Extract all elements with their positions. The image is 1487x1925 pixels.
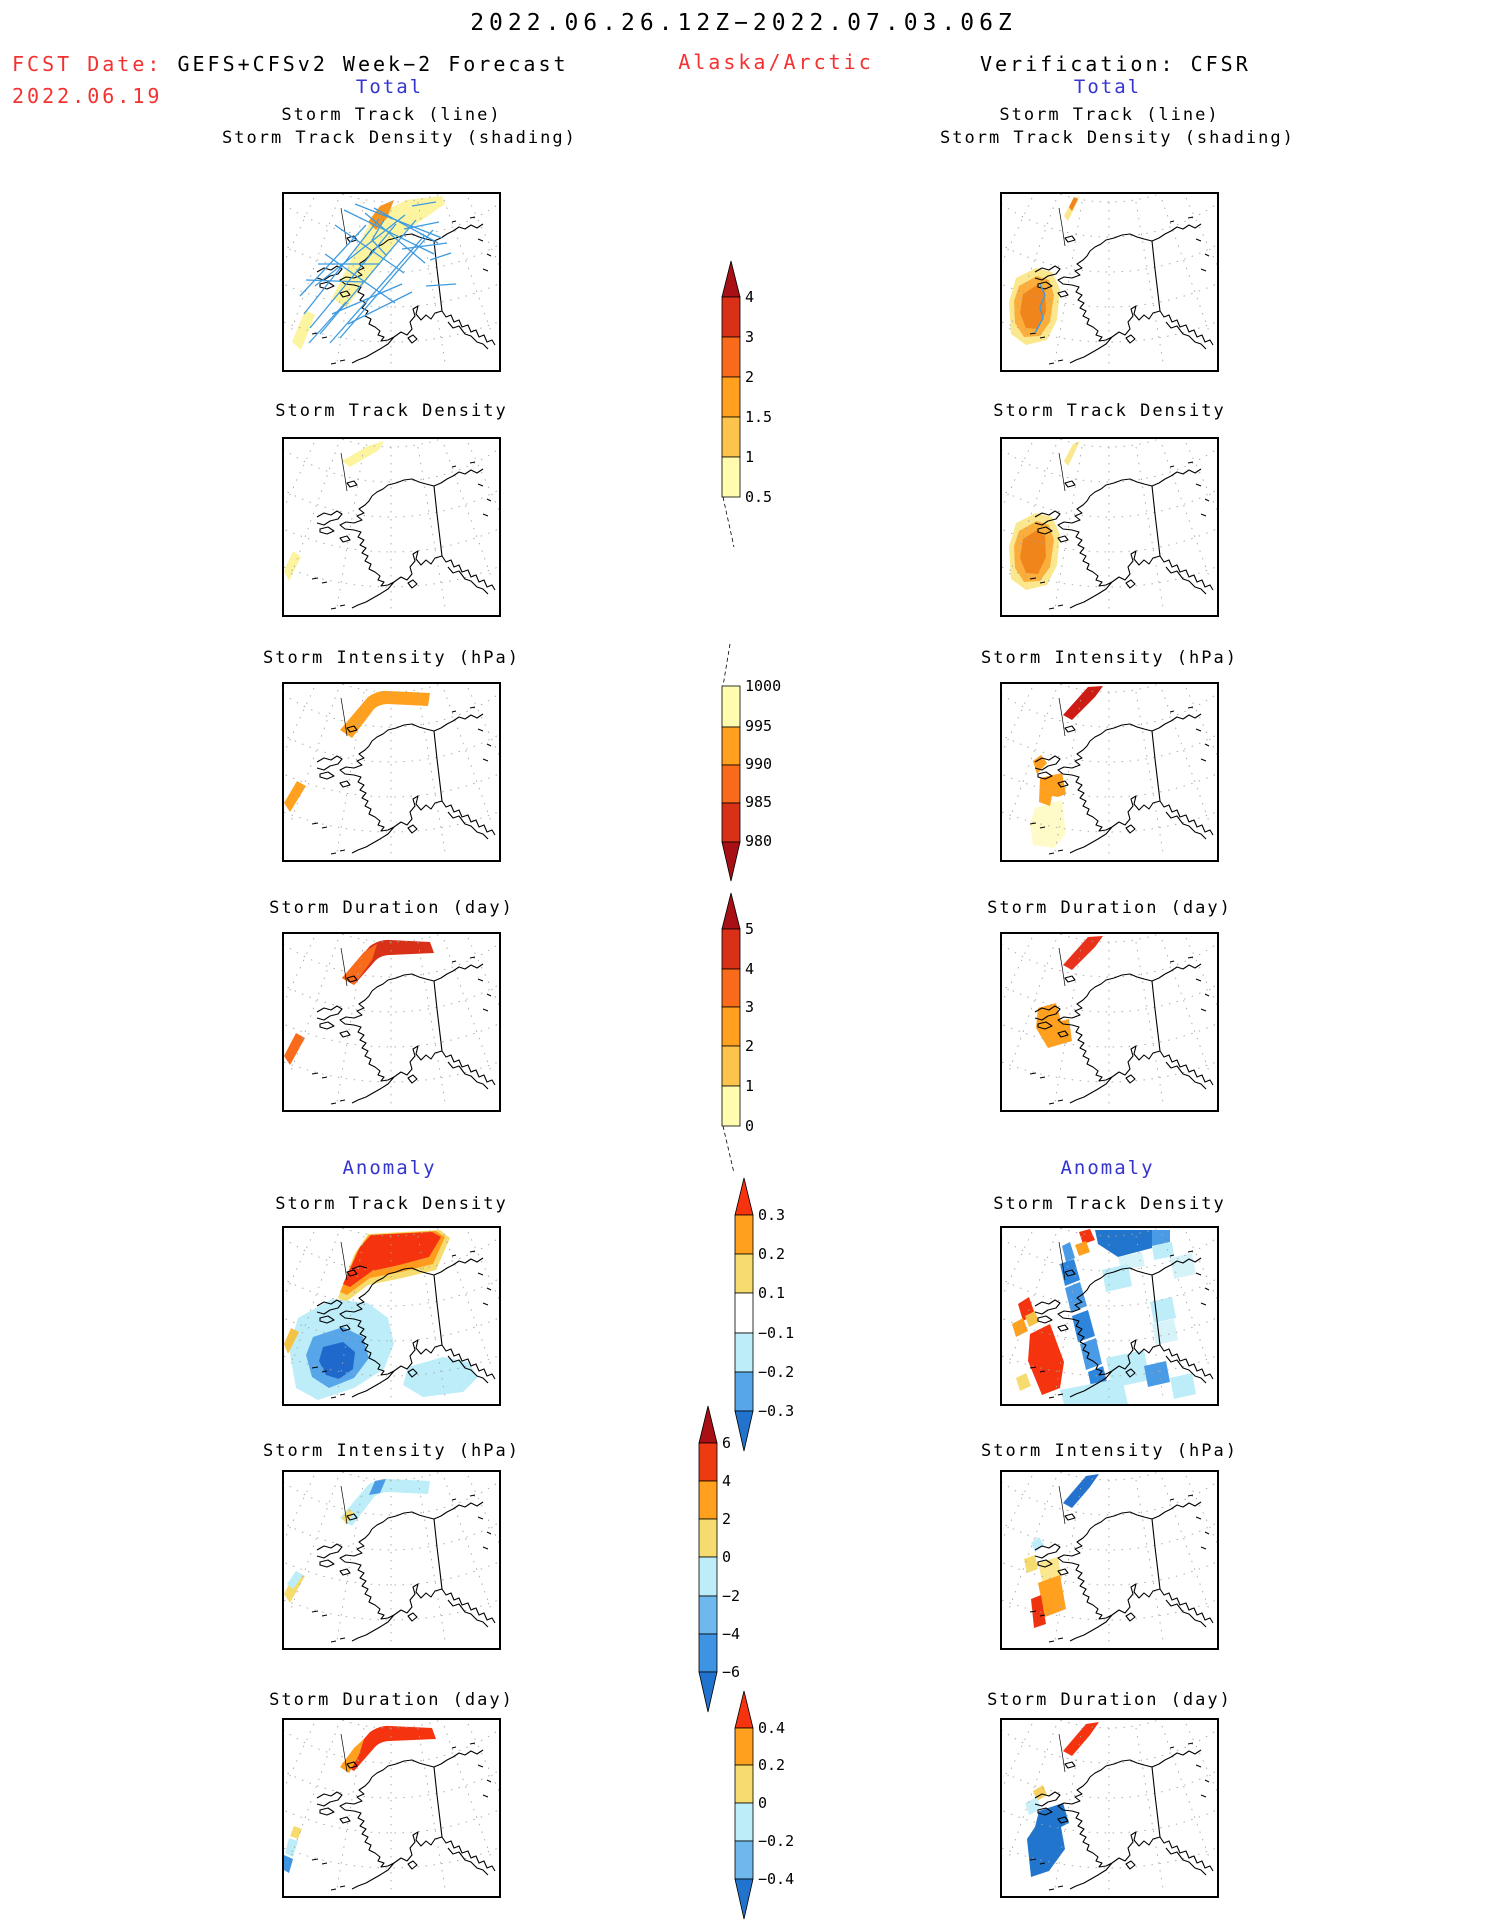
tick-label: 0.3: [758, 1206, 785, 1224]
tick-label: −0.2: [758, 1832, 794, 1850]
map-verif-duration-anomaly: [1000, 1718, 1219, 1898]
total-right-label: Total: [1073, 76, 1142, 98]
tick-label: −0.1: [758, 1324, 794, 1342]
page-title: 2022.06.26.12Z−2022.07.03.06Z: [470, 10, 1017, 36]
tick-label: 0: [745, 1117, 754, 1135]
verification-label: Verification: CFSR: [980, 52, 1251, 76]
tick-label: 0.1: [758, 1284, 785, 1302]
tick-label: 4: [722, 1472, 731, 1490]
map-verif-storm-track: [1000, 192, 1219, 372]
colorbar-intensity: 1000 995 990 985 980: [721, 643, 781, 882]
map-title-verif-duration: Storm Duration (day): [987, 898, 1232, 918]
map-fcst-intensity: [282, 682, 501, 862]
colorbar-duration-anomaly: 0.4 0.2 0 −0.2 −0.4: [734, 1690, 794, 1920]
tick-label: 980: [745, 832, 772, 850]
tick-label: 990: [745, 755, 772, 773]
map-fcst-intensity-anomaly: [282, 1470, 501, 1650]
map-verif-intensity: [1000, 682, 1219, 862]
map-title-fcst-density-anom: Storm Track Density: [275, 1194, 508, 1214]
tick-label: −2: [722, 1587, 740, 1605]
tick-label: 2: [745, 1037, 754, 1055]
tick-label: −0.2: [758, 1363, 794, 1381]
map-title-fcst-density: Storm Track Density: [275, 401, 508, 421]
tick-label: 5: [745, 920, 754, 938]
map-title-verif-track-line: Storm Track (line): [999, 105, 1220, 125]
tick-label: 6: [722, 1434, 731, 1452]
tick-label: 3: [745, 998, 754, 1016]
map-fcst-density-anomaly: [282, 1226, 501, 1406]
tick-label: 4: [745, 960, 754, 978]
map-verif-duration: [1000, 932, 1219, 1112]
map-title-fcst-duration-anom: Storm Duration (day): [269, 1690, 514, 1710]
tick-label: 3: [745, 328, 754, 346]
map-fcst-duration: [282, 932, 501, 1112]
fcst-date: 2022.06.19: [12, 84, 163, 108]
fcst-model-label: GEFS+CFSv2 Week−2 Forecast: [177, 52, 569, 76]
anomaly-right-label: Anomaly: [1060, 1157, 1155, 1179]
tick-label: 1: [745, 448, 754, 466]
storm-track-line: [1034, 283, 1046, 334]
anomaly-left-label: Anomaly: [342, 1157, 437, 1179]
map-title-fcst-duration: Storm Duration (day): [269, 898, 514, 918]
map-title-fcst-intensity-anom: Storm Intensity (hPa): [263, 1441, 520, 1461]
tick-label: 1.5: [745, 408, 772, 426]
fcst-date-label: FCST Date:: [12, 52, 163, 76]
map-title-verif-density-anom: Storm Track Density: [993, 1194, 1226, 1214]
tick-label: 0.5: [745, 488, 772, 506]
tick-label: 0.4: [758, 1719, 785, 1737]
colorbar-density-anomaly: 0.3 0.2 0.1 −0.1 −0.2 −0.3: [734, 1177, 794, 1452]
tick-label: −0.3: [758, 1402, 794, 1420]
tick-label: 985: [745, 793, 772, 811]
tick-label: −0.4: [758, 1870, 794, 1888]
colorbar-intensity-anomaly: 6 4 2 0 −2 −4 −6: [698, 1405, 740, 1713]
tick-label: 2: [722, 1510, 731, 1528]
colorbar-track-density: 4 3 2 1.5 1 0.5: [721, 260, 772, 548]
tick-label: 0.2: [758, 1245, 785, 1263]
storm-track-lines: [299, 201, 457, 344]
tick-label: 995: [745, 717, 772, 735]
map-title-verif-density: Storm Track Density: [993, 401, 1226, 421]
tick-label: −4: [722, 1625, 740, 1643]
map-verif-density-anomaly: [1000, 1226, 1219, 1406]
region-label: Alaska/Arctic: [678, 50, 874, 74]
tick-label: 2: [745, 368, 754, 386]
tick-label: −6: [722, 1663, 740, 1681]
map-verif-intensity-anomaly: [1000, 1470, 1219, 1650]
map-fcst-track-density: [282, 437, 501, 617]
map-title-fcst-track-shading: Storm Track Density (shading): [222, 128, 577, 148]
colorbar-duration: 5 4 3 2 1 0: [721, 892, 754, 1174]
map-title-verif-intensity: Storm Intensity (hPa): [981, 648, 1238, 668]
tick-label: 0: [722, 1548, 731, 1566]
map-title-verif-intensity-anom: Storm Intensity (hPa): [981, 1441, 1238, 1461]
map-title-fcst-track-line: Storm Track (line): [281, 105, 502, 125]
tick-label: 0.2: [758, 1756, 785, 1774]
tick-label: 1: [745, 1077, 754, 1095]
map-fcst-storm-track: [282, 192, 501, 372]
tick-label: 1000: [745, 677, 781, 695]
map-verif-track-density: [1000, 437, 1219, 617]
total-left-label: Total: [355, 76, 424, 98]
map-fcst-duration-anomaly: [282, 1718, 501, 1898]
tick-label: 0: [758, 1794, 767, 1812]
tick-label: 4: [745, 288, 754, 306]
fcst-line: FCST Date: GEFS+CFSv2 Week−2 Forecast: [12, 52, 569, 76]
map-title-fcst-intensity: Storm Intensity (hPa): [263, 648, 520, 668]
map-title-verif-track-shading: Storm Track Density (shading): [940, 128, 1295, 148]
map-title-verif-duration-anom: Storm Duration (day): [987, 1690, 1232, 1710]
